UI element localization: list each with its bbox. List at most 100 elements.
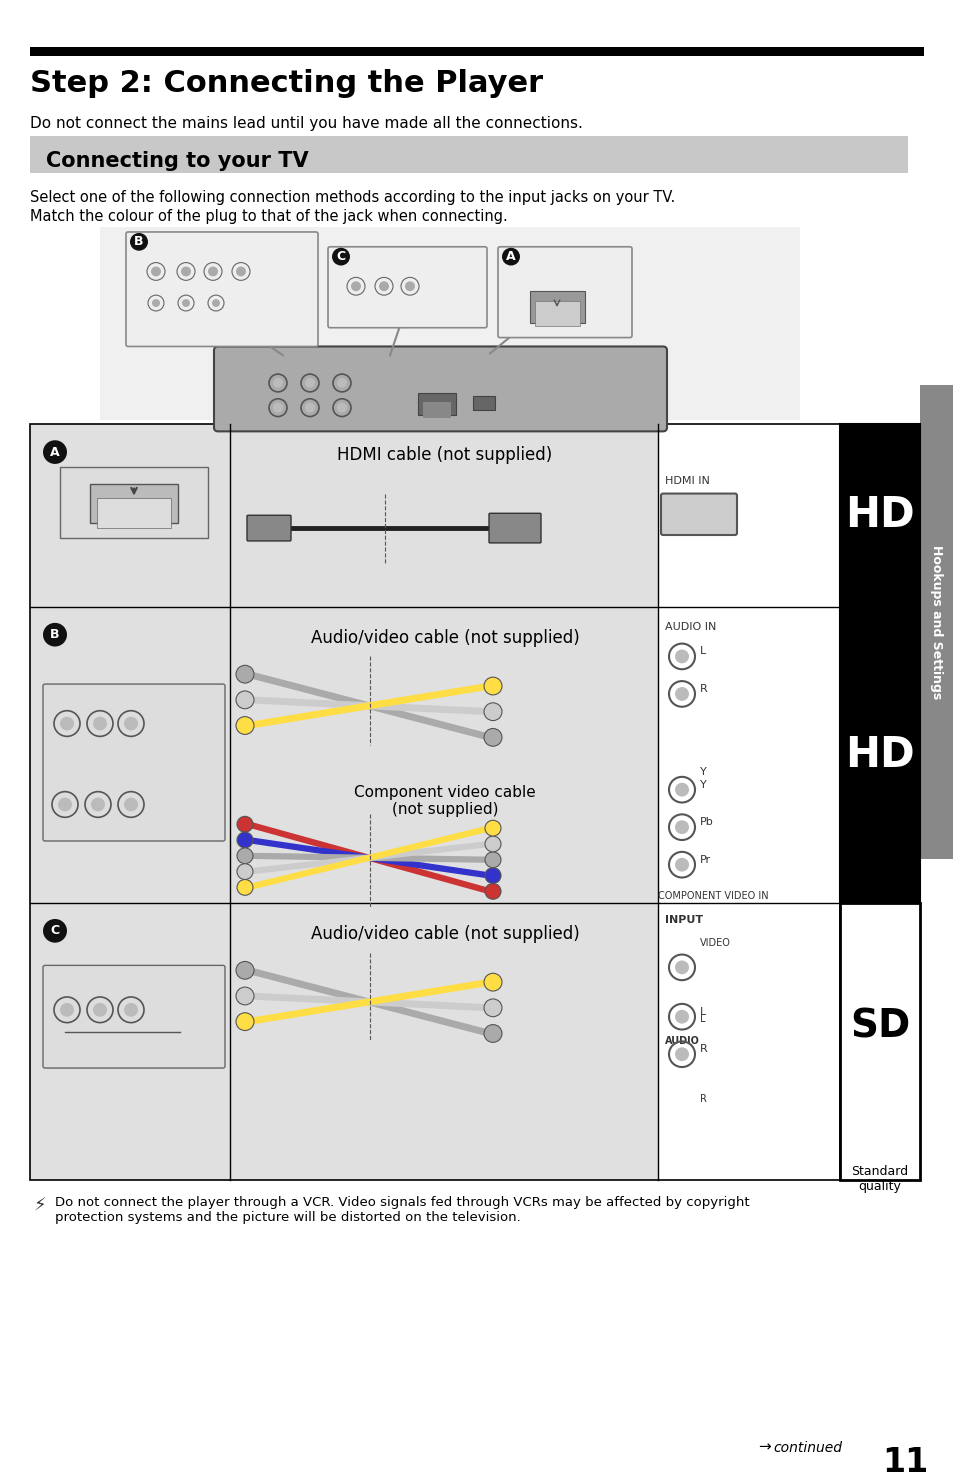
Bar <box>919 386 953 859</box>
Text: LINE OUT: LINE OUT <box>273 273 295 279</box>
Circle shape <box>152 300 160 307</box>
Bar <box>530 291 584 323</box>
Circle shape <box>43 919 67 943</box>
FancyBboxPatch shape <box>328 246 486 328</box>
Bar <box>60 467 208 538</box>
Text: R    AUDIO    L        VIDEO: R AUDIO L VIDEO <box>65 688 153 694</box>
Circle shape <box>235 267 246 276</box>
Circle shape <box>181 267 191 276</box>
Circle shape <box>332 248 350 265</box>
Circle shape <box>43 623 67 647</box>
Text: B: B <box>134 236 144 248</box>
Text: Standard
quality: Standard quality <box>850 1164 907 1192</box>
Circle shape <box>236 863 253 879</box>
Circle shape <box>484 836 500 851</box>
Text: R: R <box>700 1093 706 1103</box>
Text: Pb: Pb <box>700 817 713 828</box>
Circle shape <box>124 798 138 811</box>
Text: ⚡: ⚡ <box>33 1197 46 1215</box>
Circle shape <box>675 1010 688 1023</box>
FancyBboxPatch shape <box>660 494 737 535</box>
Circle shape <box>483 1025 501 1043</box>
Circle shape <box>60 716 74 731</box>
Text: HDMI IN: HDMI IN <box>664 476 709 486</box>
Circle shape <box>483 703 501 721</box>
Circle shape <box>91 798 105 811</box>
Circle shape <box>378 282 389 291</box>
Text: LINE OUT: LINE OUT <box>154 707 184 713</box>
Text: Audio/video cable (not supplied): Audio/video cable (not supplied) <box>311 925 578 943</box>
Text: HD: HD <box>844 494 914 537</box>
Circle shape <box>483 728 501 746</box>
Circle shape <box>273 378 283 389</box>
Text: L: L <box>700 1014 705 1023</box>
Circle shape <box>484 851 500 868</box>
Circle shape <box>43 440 67 464</box>
Text: A: A <box>51 445 60 458</box>
Circle shape <box>235 691 253 709</box>
Text: L: L <box>700 1007 705 1017</box>
Circle shape <box>405 282 415 291</box>
Circle shape <box>235 988 253 1005</box>
FancyBboxPatch shape <box>489 513 540 543</box>
Circle shape <box>484 820 500 836</box>
FancyBboxPatch shape <box>497 246 631 338</box>
Circle shape <box>92 1003 107 1017</box>
Text: Y       Pb       Pr: Y Pb Pr <box>150 310 190 314</box>
Text: Y        Pb        Pr: Y Pb Pr <box>60 764 115 770</box>
Circle shape <box>483 1000 501 1017</box>
Text: R    AUDIO    L        VIDEO: R AUDIO L VIDEO <box>65 970 153 976</box>
Text: HDMI OUT: HDMI OUT <box>112 473 155 483</box>
Bar <box>849 424 862 903</box>
Circle shape <box>58 798 71 811</box>
Circle shape <box>151 267 161 276</box>
Circle shape <box>675 650 688 663</box>
Text: continued: continued <box>772 1441 841 1455</box>
Text: Y: Y <box>700 780 706 790</box>
Circle shape <box>236 832 253 848</box>
Circle shape <box>235 1013 253 1031</box>
Bar <box>422 402 451 418</box>
Circle shape <box>675 820 688 833</box>
Text: VIDEO: VIDEO <box>700 937 730 948</box>
Text: Do not connect the mains lead until you have made all the connections.: Do not connect the mains lead until you … <box>30 117 582 132</box>
Text: INPUT: INPUT <box>664 915 702 925</box>
Text: SD: SD <box>849 1007 909 1046</box>
Circle shape <box>60 1003 74 1017</box>
Bar <box>840 903 919 1179</box>
Circle shape <box>273 403 283 412</box>
Text: R    AUDIO    L        VIDEO: R AUDIO L VIDEO <box>150 248 219 252</box>
Bar <box>100 227 800 420</box>
Text: Connecting to your TV: Connecting to your TV <box>46 151 309 171</box>
Circle shape <box>675 687 688 701</box>
FancyBboxPatch shape <box>126 231 317 347</box>
Bar <box>30 47 923 56</box>
FancyBboxPatch shape <box>43 965 225 1068</box>
Text: R    AUDIO    L       VIDEO: R AUDIO L VIDEO <box>352 262 419 267</box>
Circle shape <box>351 282 360 291</box>
Text: Do not connect the player through a VCR. Video signals fed through VCRs may be a: Do not connect the player through a VCR.… <box>55 1197 749 1225</box>
Circle shape <box>675 961 688 974</box>
Circle shape <box>235 716 253 734</box>
Text: C: C <box>336 251 345 262</box>
Text: →: → <box>758 1439 770 1455</box>
Circle shape <box>305 378 314 389</box>
Circle shape <box>675 1047 688 1062</box>
Text: HDMI OUT: HDMI OUT <box>530 262 561 267</box>
Bar <box>535 301 579 326</box>
Bar <box>840 424 919 607</box>
Text: High quality: High quality <box>841 436 917 449</box>
Circle shape <box>336 403 347 412</box>
Text: HD: HD <box>844 734 914 776</box>
Bar <box>30 424 840 1179</box>
Text: 11: 11 <box>882 1446 927 1479</box>
Circle shape <box>336 378 347 389</box>
Circle shape <box>124 1003 138 1017</box>
Text: COMPONENT VIDEO OUT: COMPONENT VIDEO OUT <box>50 780 128 785</box>
Circle shape <box>236 848 253 863</box>
Text: LINE OUT: LINE OUT <box>154 991 184 995</box>
Text: R: R <box>700 1044 707 1054</box>
FancyBboxPatch shape <box>247 515 291 541</box>
Circle shape <box>675 857 688 872</box>
Circle shape <box>208 267 218 276</box>
